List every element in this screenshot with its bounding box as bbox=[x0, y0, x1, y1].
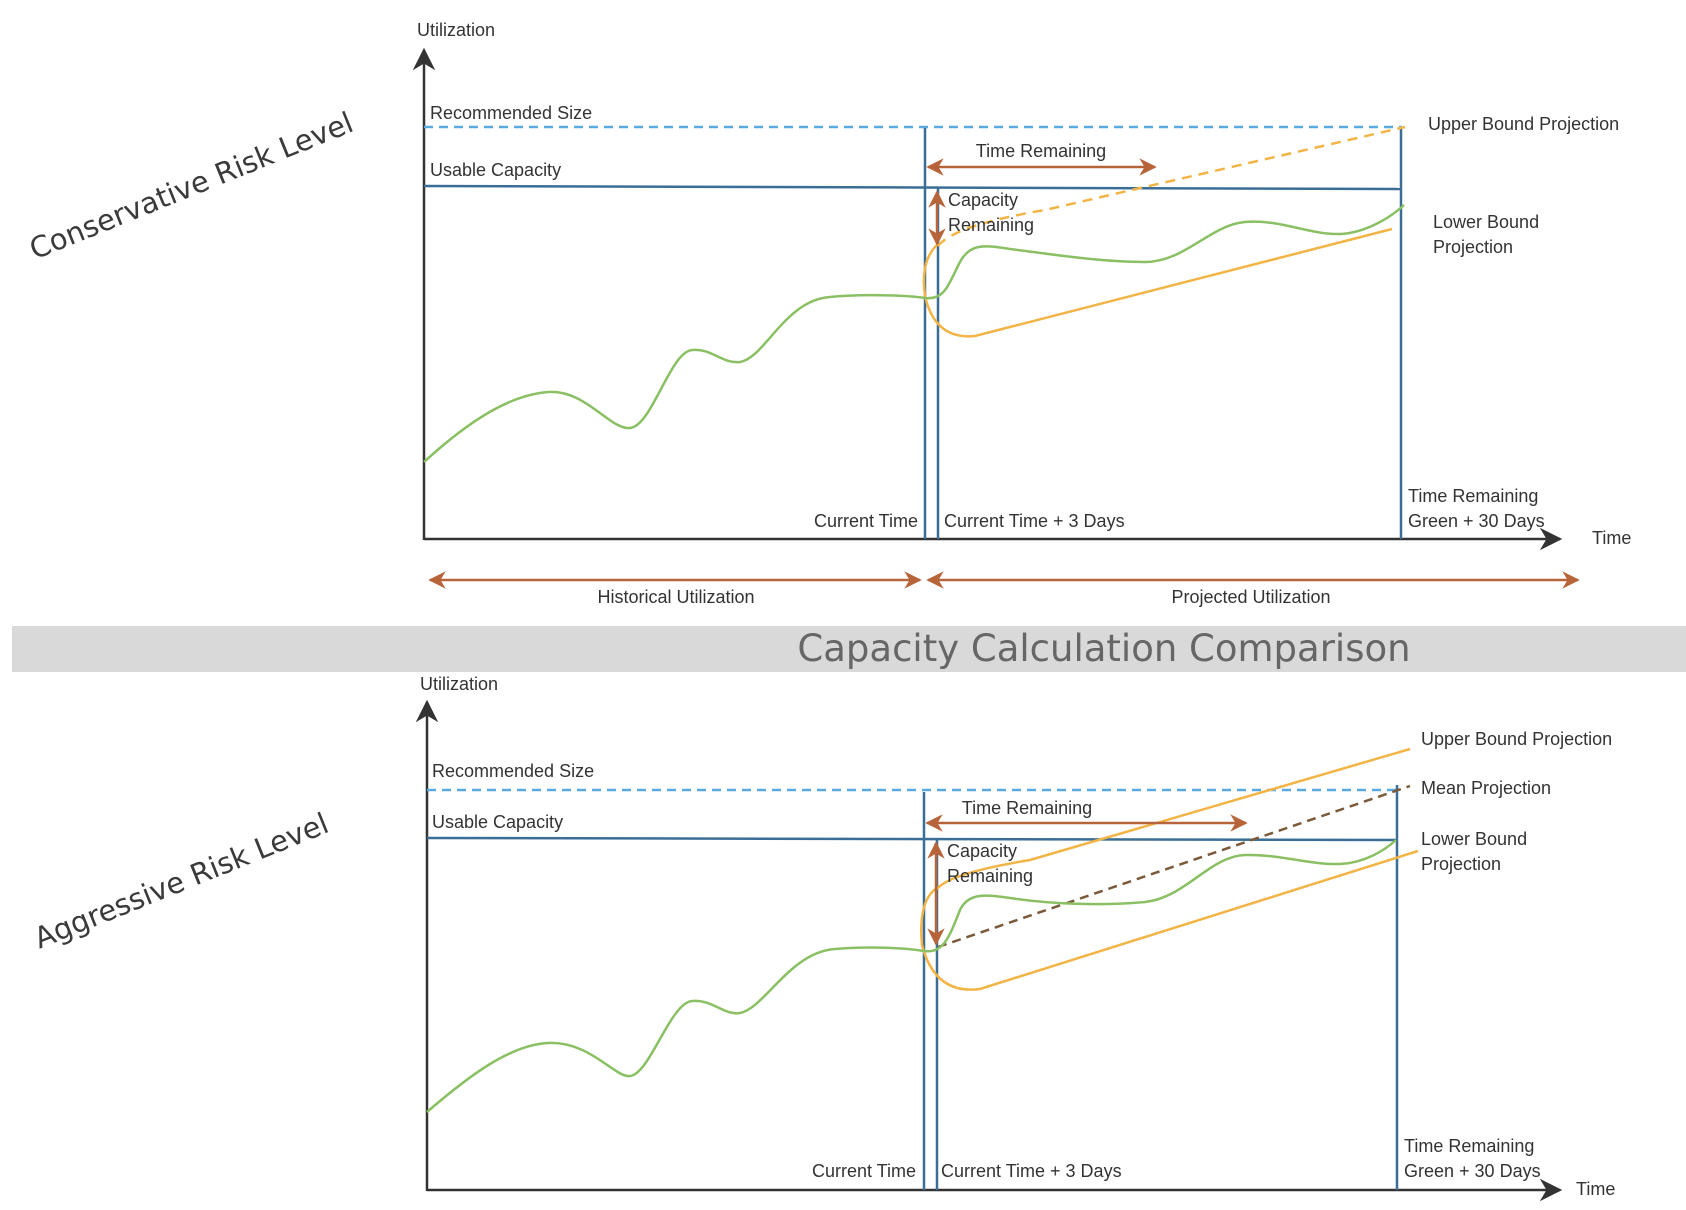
top-x-axis-label: Time bbox=[1592, 528, 1631, 548]
bottom-usable-capacity-line bbox=[426, 836, 1399, 842]
bottom-diagram: Aggressive Risk Level Utilization Time R… bbox=[29, 674, 1615, 1202]
top-y-axis-label: Utilization bbox=[417, 20, 495, 40]
bottom-recommended-size-label: Recommended Size bbox=[432, 761, 594, 781]
banner-title: Capacity Calculation Comparison bbox=[797, 627, 1410, 670]
top-current-time-label: Current Time bbox=[814, 511, 918, 531]
bottom-risk-label: Aggressive Risk Level bbox=[29, 806, 333, 955]
top-utilization-curve bbox=[423, 204, 1405, 463]
top-upper-bound-label: Upper Bound Projection bbox=[1428, 114, 1619, 134]
projected-utilization-label: Projected Utilization bbox=[1171, 587, 1330, 607]
bottom-time-remaining-label: Time Remaining bbox=[962, 798, 1092, 818]
top-usable-capacity-line bbox=[423, 184, 1403, 191]
banner-background bbox=[12, 626, 1686, 672]
top-capacity-remaining-label-1: Capacity bbox=[948, 190, 1018, 210]
bottom-lower-bound-projection bbox=[920, 849, 1419, 991]
bottom-time-remaining-green-label-1: Time Remaining bbox=[1404, 1136, 1534, 1156]
top-time-remaining-green-label-2: Green + 30 Days bbox=[1408, 511, 1545, 531]
bottom-current-time-3-label: Current Time + 3 Days bbox=[941, 1161, 1122, 1181]
bottom-current-time-label: Current Time bbox=[812, 1161, 916, 1181]
top-capacity-remaining-label-2: Remaining bbox=[948, 215, 1034, 235]
top-usable-capacity-label: Usable Capacity bbox=[430, 160, 561, 180]
top-recommended-size-label: Recommended Size bbox=[430, 103, 592, 123]
top-lower-bound-label-2: Projection bbox=[1433, 237, 1513, 257]
bottom-capacity-remaining-label-1: Capacity bbox=[947, 841, 1017, 861]
top-current-time-3-label: Current Time + 3 Days bbox=[944, 511, 1125, 531]
bottom-capacity-remaining-label-2: Remaining bbox=[947, 866, 1033, 886]
bottom-x-axis-label: Time bbox=[1576, 1179, 1615, 1199]
bottom-y-axis-label: Utilization bbox=[420, 674, 498, 694]
bottom-mean-projection bbox=[937, 784, 1411, 949]
top-lower-bound-projection bbox=[922, 227, 1393, 338]
bottom-upper-bound-label: Upper Bound Projection bbox=[1421, 729, 1612, 749]
banner: Capacity Calculation Comparison bbox=[12, 626, 1686, 672]
bottom-lower-bound-label-2: Projection bbox=[1421, 854, 1501, 874]
top-lower-bound-label-1: Lower Bound bbox=[1433, 212, 1539, 232]
top-time-remaining-label: Time Remaining bbox=[976, 141, 1106, 161]
bottom-utilization-curve bbox=[426, 839, 1397, 1113]
top-diagram: Conservative Risk Level Utilization Time… bbox=[25, 20, 1632, 607]
top-time-remaining-green-label-1: Time Remaining bbox=[1408, 486, 1538, 506]
bottom-time-remaining-green-label-2: Green + 30 Days bbox=[1404, 1161, 1541, 1181]
historical-utilization-label: Historical Utilization bbox=[597, 587, 754, 607]
bottom-mean-projection-label: Mean Projection bbox=[1421, 778, 1551, 798]
bottom-usable-capacity-label: Usable Capacity bbox=[432, 812, 563, 832]
top-risk-label: Conservative Risk Level bbox=[25, 105, 358, 266]
bottom-lower-bound-label-1: Lower Bound bbox=[1421, 829, 1527, 849]
